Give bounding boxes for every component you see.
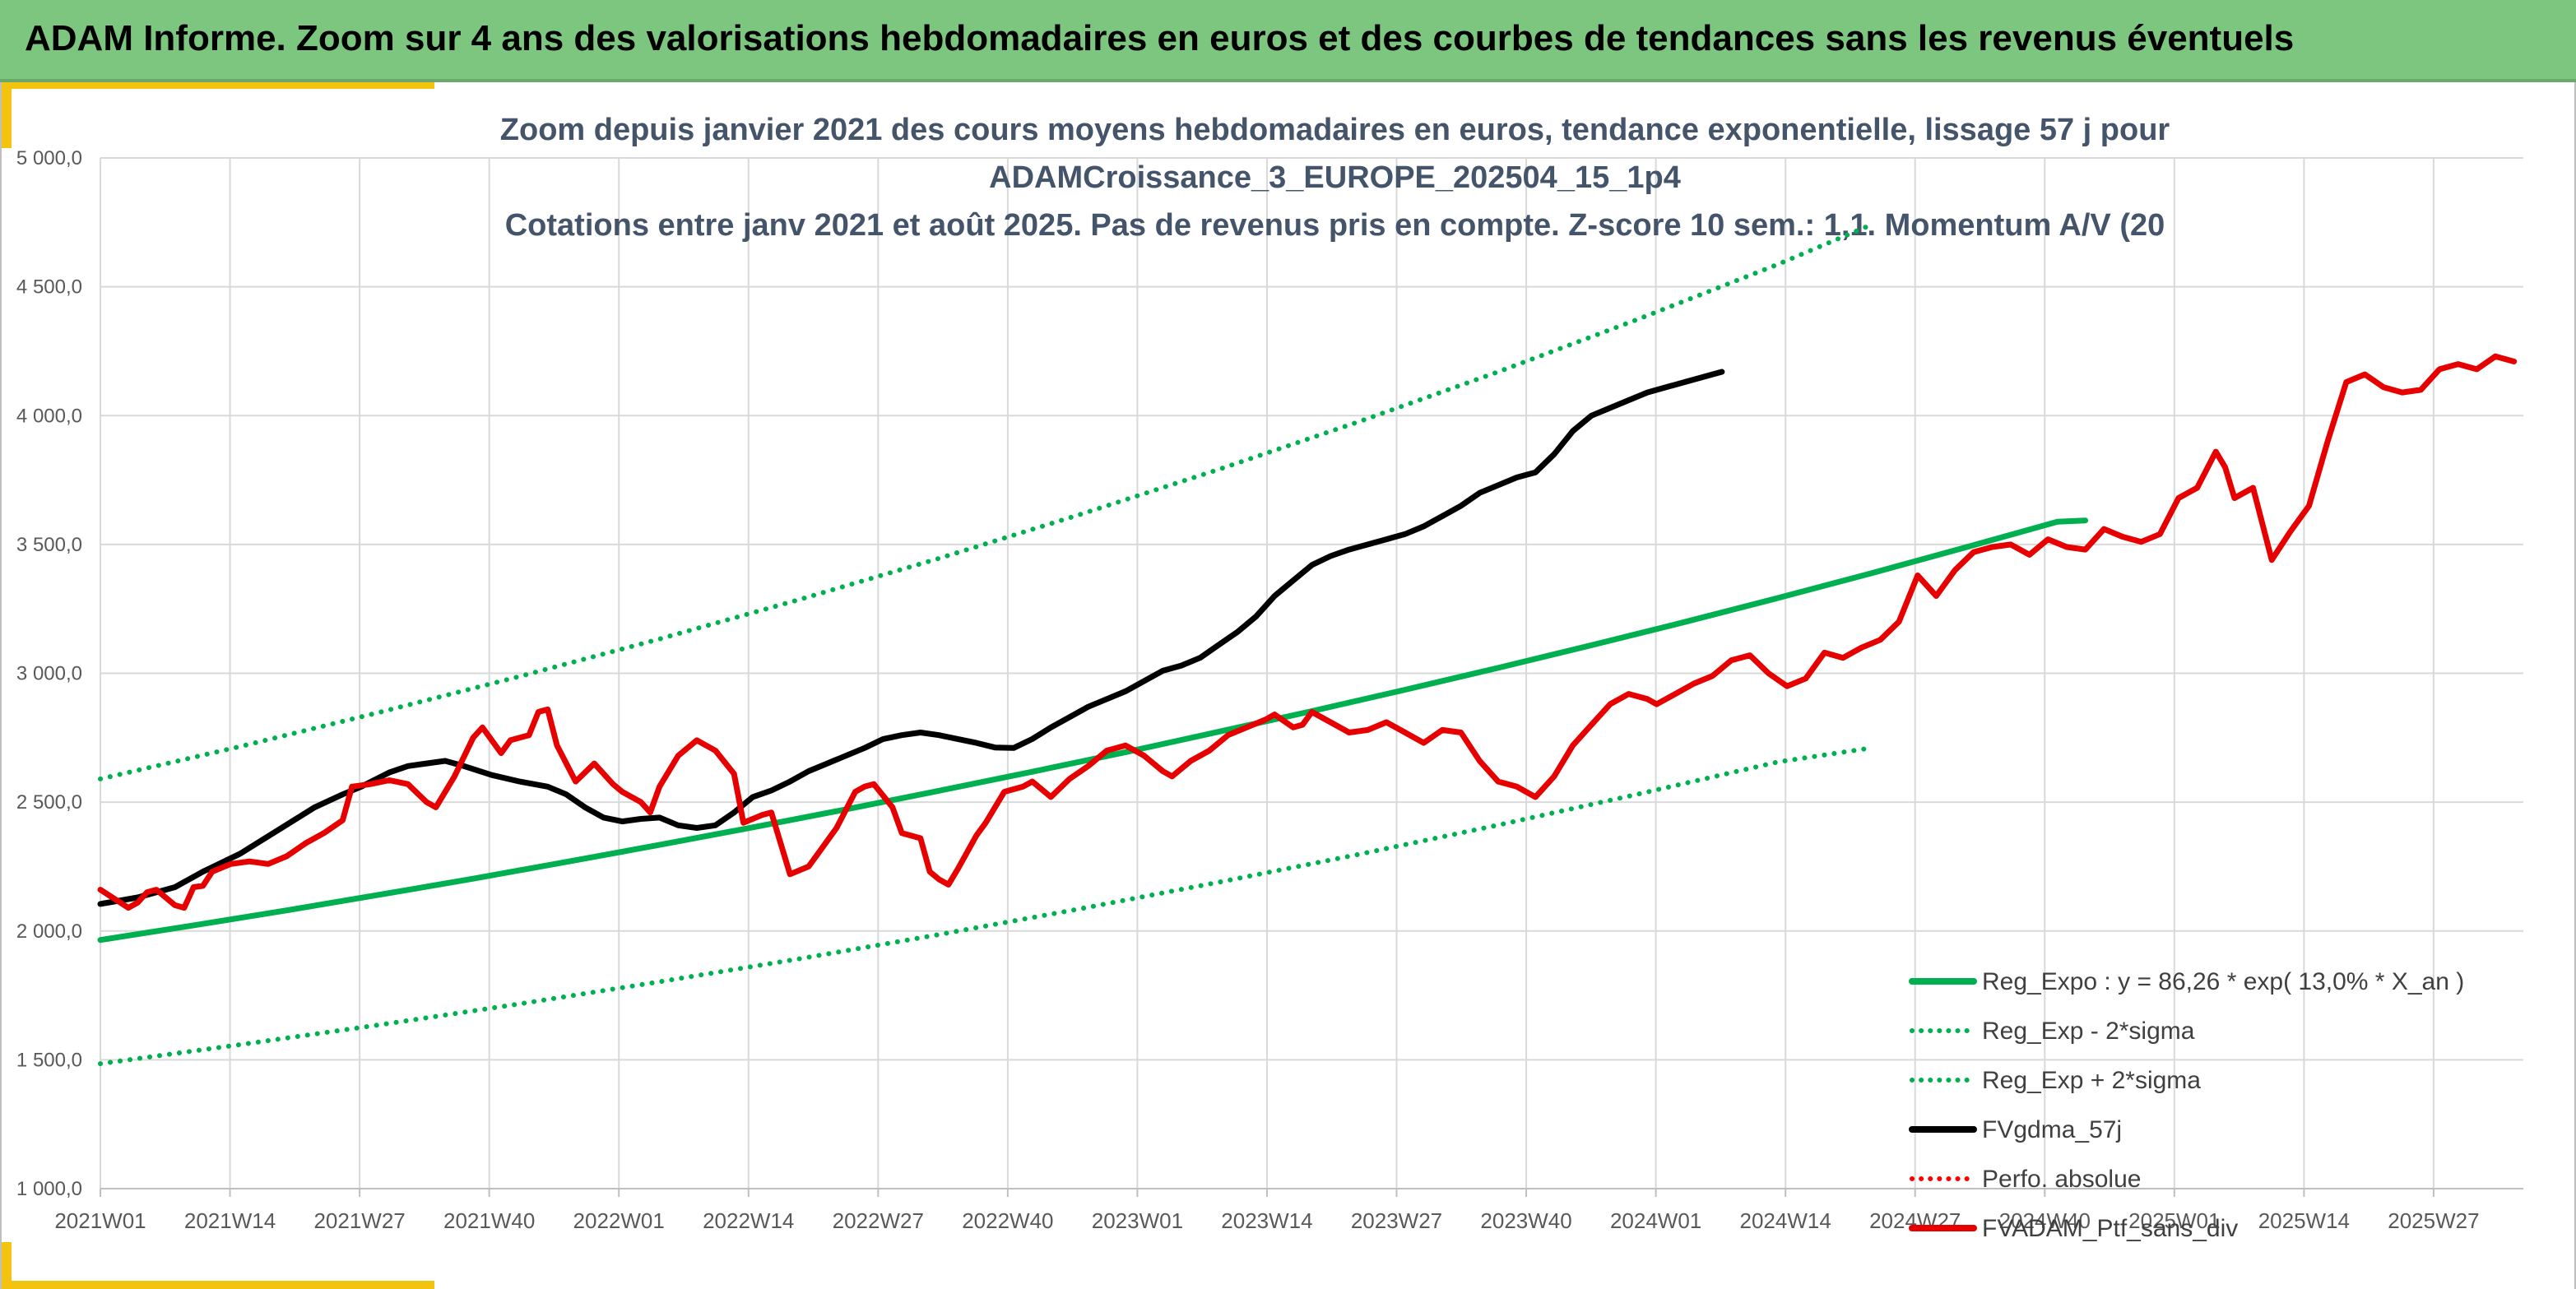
chart-title-line: Zoom depuis janvier 2021 des cours moyen…: [500, 113, 2170, 147]
banner-title: ADAM Informe. Zoom sur 4 ans des valoris…: [25, 18, 2295, 58]
x-tick-label: 2022W14: [703, 1208, 794, 1233]
y-tick-label: 2 000,0: [16, 920, 82, 943]
x-tick-label: 2021W27: [313, 1208, 405, 1233]
series-line-3: [97, 369, 1725, 907]
series-line-1: [98, 745, 1874, 1067]
x-tick-label: 2025W14: [2258, 1208, 2350, 1233]
accent-bar-top-left: [0, 82, 434, 89]
chart-title: Zoom depuis janvier 2021 des cours moyen…: [500, 113, 2170, 243]
x-tick-label: 2021W14: [184, 1208, 276, 1233]
legend-label: Reg_Exp + 2*sigma: [1982, 1067, 2201, 1094]
y-tick-label: 3 500,0: [16, 534, 82, 556]
x-tick-label: 2025W27: [2388, 1208, 2479, 1233]
x-tick-label: 2022W40: [962, 1208, 1053, 1233]
y-tick-label: 4 500,0: [16, 276, 82, 299]
accent-bar-bottom-left: [0, 1281, 434, 1289]
x-tick-label: 2024W14: [1740, 1208, 1831, 1233]
x-tick-label: 2025W01: [2128, 1208, 2220, 1233]
x-axis: 2021W01 2021W14 2021W27 2021W40 2022W01 2022W…: [54, 1188, 2523, 1233]
y-tick-label: 1 000,0: [16, 1178, 82, 1200]
series-line-2: [98, 222, 1874, 781]
legend-label: Perfo. absolue: [1982, 1166, 2141, 1193]
legend-label: FVgdma_57j: [1982, 1116, 2122, 1143]
x-tick-label: 2023W27: [1351, 1208, 1442, 1233]
x-tick-label: 2022W27: [833, 1208, 924, 1233]
x-tick-label: 2024W40: [1999, 1208, 2091, 1233]
x-tick-label: 2024W01: [1610, 1208, 1701, 1233]
banner: ADAM Informe. Zoom sur 4 ans des valoris…: [0, 0, 2576, 82]
accent-bar-left-bottom: [0, 1242, 12, 1289]
chart-frame: Zoom depuis janvier 2021 des cours moyen…: [0, 82, 2576, 1289]
chart-title-line: ADAMCroissance_3_EUROPE_202504_15_1p4: [989, 160, 1681, 195]
chart-title-line: Cotations entre janv 2021 et août 2025. …: [505, 208, 2165, 243]
series-line-5: [97, 353, 2518, 911]
legend: Reg_Expo : y = 86,26 * exp( 13,0% * X_an…: [1909, 968, 2464, 1242]
x-tick-label: 2023W14: [1221, 1208, 1312, 1233]
accent-bar-left-top: [0, 82, 12, 148]
y-tick-label: 2 500,0: [16, 791, 82, 814]
grid: [100, 157, 2523, 1189]
legend-label: Reg_Exp - 2*sigma: [1982, 1018, 2195, 1045]
legend-label: Reg_Expo : y = 86,26 * exp( 13,0% * X_an…: [1982, 968, 2464, 995]
x-tick-label: 2023W40: [1480, 1208, 1571, 1233]
chart: Zoom depuis janvier 2021 des cours moyen…: [16, 113, 2523, 1242]
x-tick-label: 2021W40: [443, 1208, 535, 1233]
y-tick-label: 4 000,0: [16, 405, 82, 427]
x-tick-label: 2021W01: [54, 1208, 146, 1233]
series-line-0: [97, 517, 2089, 944]
series-group: [97, 222, 2518, 1067]
legend-label: FVADAM_Ptf_sans_div: [1982, 1215, 2238, 1242]
x-tick-label: 2022W01: [573, 1208, 665, 1233]
y-tick-label: 5 000,0: [16, 147, 82, 169]
y-tick-label: 3 000,0: [16, 663, 82, 685]
y-tick-label: 1 500,0: [16, 1049, 82, 1071]
x-tick-label: 2023W01: [1092, 1208, 1183, 1233]
y-axis: 1 000,0 1 500,0 2 000,0 2 500,0 3 000,0 3 500…: [16, 147, 82, 1200]
